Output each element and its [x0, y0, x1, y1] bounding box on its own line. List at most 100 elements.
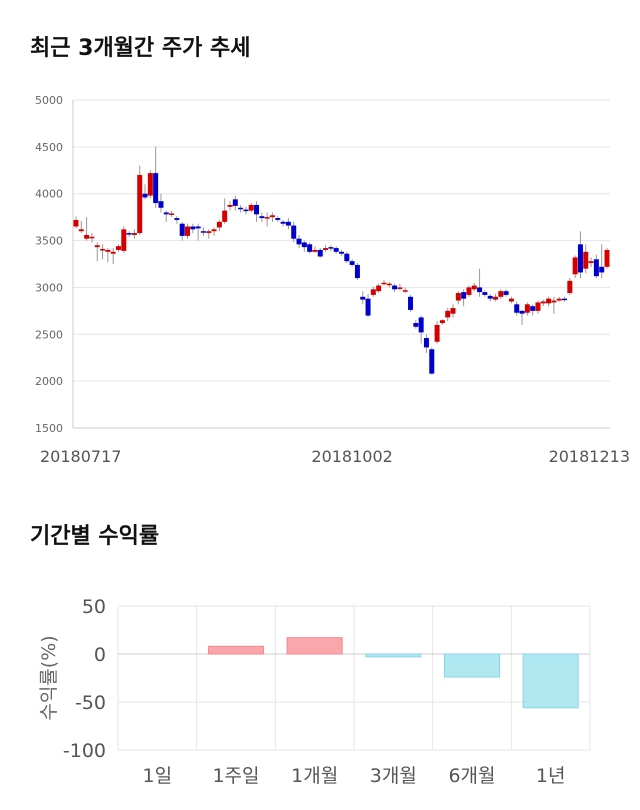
candle-body [450, 308, 456, 314]
price-y-tick-label: 4000 [35, 188, 63, 201]
candle-body [455, 293, 461, 301]
candle-body [423, 338, 429, 348]
candle-body [328, 247, 334, 249]
return-y-axis-label: 수익률(%) [38, 635, 60, 720]
candle-body [577, 244, 583, 273]
candle-body [519, 310, 525, 314]
return-y-tick-label: -100 [63, 740, 106, 762]
candle-body [248, 204, 254, 211]
candle-body [370, 289, 376, 295]
return-x-tick-label: 1일 [143, 765, 173, 787]
return-x-tick-label: 1주일 [212, 765, 259, 787]
candle-body [546, 298, 552, 304]
candle-body [487, 295, 493, 299]
return-x-tick-label: 1개월 [291, 765, 338, 787]
candle-body [556, 298, 562, 301]
candle-body [339, 251, 344, 254]
candle-body [147, 173, 153, 196]
candle-body [195, 226, 201, 229]
candle-body [588, 261, 594, 264]
candle-body [482, 292, 488, 295]
candle-body [572, 257, 578, 275]
candle-body [392, 285, 398, 290]
candle-body [508, 298, 514, 302]
candle-body [100, 249, 106, 251]
candle-body [174, 218, 180, 220]
price-chart-title: 최근 3개월간 주가 추세 [30, 36, 251, 61]
price-candlestick-chart: 1500 2000 2500 3000 3500 4000 4500 5000 20180717… [35, 94, 630, 466]
return-x-tick-label: 3개월 [370, 765, 417, 787]
candle-body [89, 236, 95, 239]
candle-body [280, 221, 286, 224]
candle-body [153, 173, 159, 204]
candle-body [78, 229, 84, 232]
price-y-tick-label: 4500 [35, 141, 63, 154]
candle-body [243, 209, 249, 212]
return-y-tick-label: -50 [75, 692, 106, 714]
candle-body [514, 304, 520, 313]
candle-body [524, 304, 530, 313]
return-chart-title: 기간별 수익률 [30, 524, 160, 549]
candle-body [73, 219, 79, 227]
price-x-tick-label: 20180717 [40, 447, 121, 466]
candle-body [296, 238, 302, 245]
candle-body [110, 251, 116, 254]
candle-body [285, 221, 291, 226]
candle-body [105, 249, 111, 252]
candle-body [397, 287, 403, 289]
price-x-tick-label: 20181002 [311, 447, 392, 466]
candle-body [169, 213, 175, 215]
price-y-tick-label: 1500 [35, 422, 63, 435]
candle-body [317, 249, 323, 257]
return-bar [443, 653, 501, 678]
candle-body [439, 320, 445, 324]
candle-body [418, 317, 424, 333]
candle-body [211, 229, 217, 232]
price-x-tick-label: 20181213 [549, 447, 630, 466]
candle-body [413, 323, 419, 327]
price-y-tick-label: 3500 [35, 235, 63, 248]
candle-body [291, 225, 297, 239]
return-bar [286, 637, 343, 655]
candle-body [599, 266, 605, 273]
candle-body [386, 283, 392, 286]
candle-body [498, 291, 504, 297]
candle-body [84, 234, 90, 239]
return-x-tick-label: 1년 [536, 765, 566, 787]
candle-body [254, 204, 260, 215]
price-y-tick-label: 3000 [35, 281, 63, 294]
candle-body [376, 285, 382, 292]
candle-body [333, 248, 339, 252]
candle-body [222, 210, 228, 222]
candle-body [429, 349, 435, 374]
candle-body [477, 287, 483, 293]
return-bar [365, 653, 422, 658]
candle-body [301, 242, 307, 248]
candle-body [137, 174, 143, 234]
candle-body [200, 231, 206, 233]
candle-body [492, 296, 498, 300]
candle-body [121, 229, 127, 251]
candle-body [307, 244, 313, 252]
return-bar [522, 653, 579, 709]
candle-body [185, 226, 191, 236]
candle-body [535, 302, 541, 311]
candle-body [163, 212, 169, 215]
candle-body [381, 282, 387, 285]
candle-body [158, 201, 164, 208]
candle-body [466, 287, 472, 295]
candle-body [269, 215, 275, 218]
price-y-tick-label: 2500 [35, 328, 63, 341]
candle-body [216, 221, 222, 228]
candle-body [354, 264, 360, 279]
candle-body [227, 204, 233, 207]
return-x-tick-label: 6개월 [448, 765, 495, 787]
price-y-tick-label: 5000 [35, 94, 63, 107]
candle-body [264, 217, 270, 219]
return-bar [207, 645, 265, 655]
candle-body [131, 233, 137, 235]
candle-body [540, 301, 546, 304]
candle-body [238, 207, 244, 210]
candle-body [312, 249, 318, 252]
candle-body [179, 223, 185, 236]
